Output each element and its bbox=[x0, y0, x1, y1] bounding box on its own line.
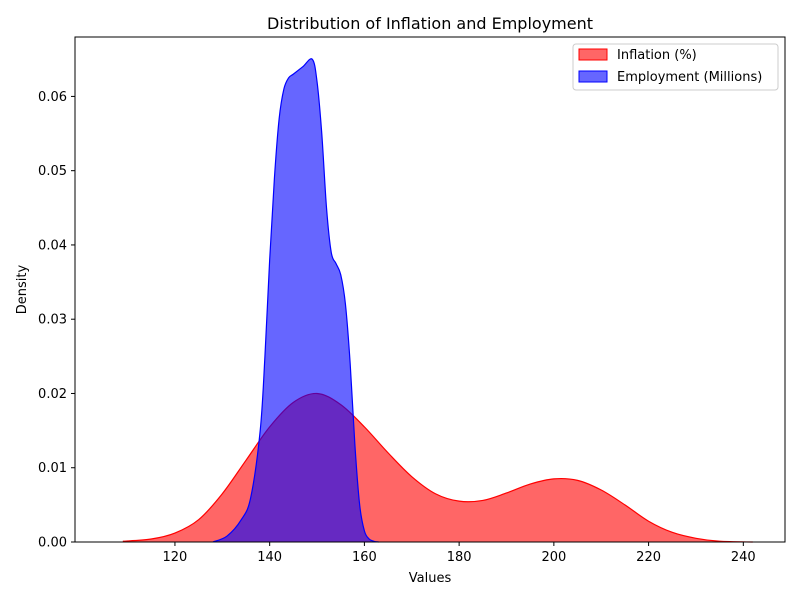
y-tick-label: 0.01 bbox=[38, 461, 67, 476]
x-tick-label: 160 bbox=[352, 550, 377, 565]
y-tick-label: 0.04 bbox=[38, 238, 67, 253]
y-tick-label: 0.03 bbox=[38, 313, 67, 328]
x-axis-label: Values bbox=[409, 571, 452, 586]
x-tick-label: 180 bbox=[447, 550, 472, 565]
y-tick-label: 0.02 bbox=[38, 387, 67, 402]
plot-frame bbox=[74, 36, 786, 543]
x-tick-label: 120 bbox=[163, 550, 188, 565]
series-area-employment bbox=[212, 58, 379, 543]
series-line-employment bbox=[212, 58, 379, 543]
y-tick-label: 0.05 bbox=[38, 164, 67, 179]
x-tick-label: 200 bbox=[541, 550, 566, 565]
legend: Inflation (%) Employment (Millions) bbox=[572, 43, 779, 91]
y-tick-label: 0.00 bbox=[38, 536, 67, 551]
series-line-inflation bbox=[122, 392, 753, 543]
chart-title: Distribution of Inflation and Employment bbox=[267, 14, 593, 33]
legend-swatch-employment bbox=[578, 70, 608, 83]
x-tick-label: 240 bbox=[731, 550, 756, 565]
series-area-inflation bbox=[122, 393, 753, 542]
legend-box bbox=[572, 43, 779, 91]
x-axis: 120 140 160 180 200 220 240 bbox=[163, 542, 756, 565]
y-axis: 0.00 0.01 0.02 0.03 0.04 0.05 0.06 bbox=[38, 90, 75, 551]
y-tick-label: 0.06 bbox=[38, 90, 67, 105]
x-tick-label: 140 bbox=[257, 550, 282, 565]
series-layer bbox=[122, 58, 753, 543]
legend-swatch-inflation bbox=[578, 48, 608, 61]
legend-label-inflation: Inflation (%) bbox=[617, 48, 697, 63]
x-tick-label: 220 bbox=[636, 550, 661, 565]
legend-label-employment: Employment (Millions) bbox=[617, 70, 762, 85]
y-axis-label: Density bbox=[15, 264, 30, 314]
